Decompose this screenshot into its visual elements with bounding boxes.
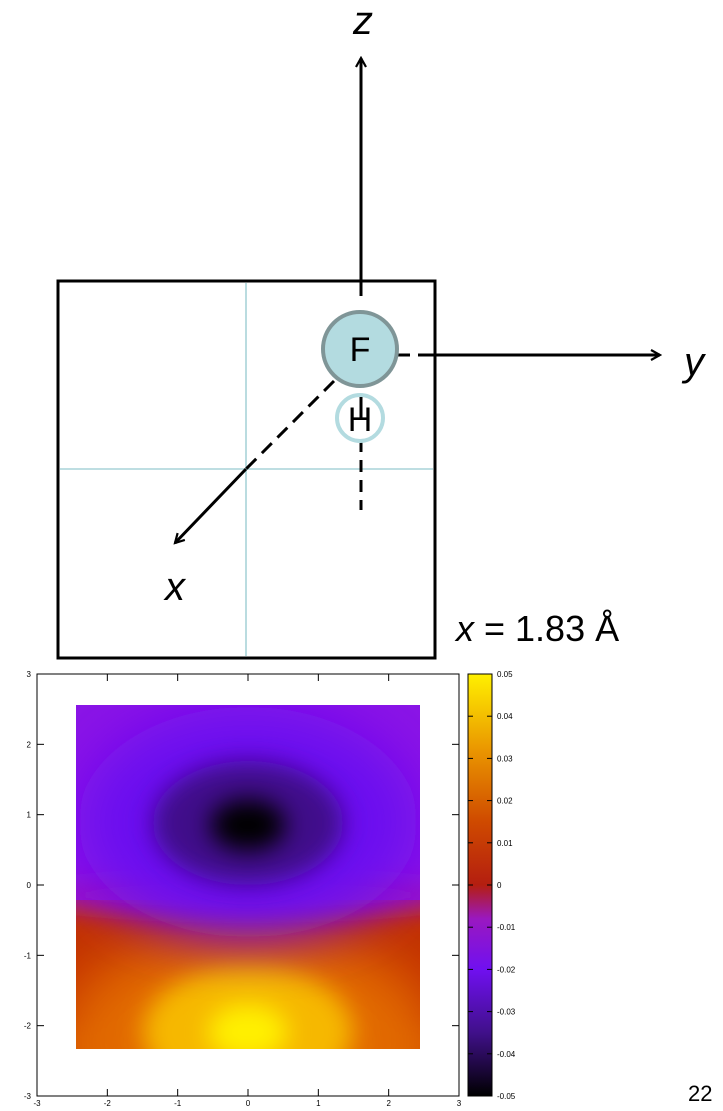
caption-value: = 1.83 Å <box>474 608 619 649</box>
colorbar-tick-label: -0.01 <box>497 923 516 932</box>
colorbar-tick-label: 0 <box>497 881 502 890</box>
x-tick-label: 1 <box>316 1099 321 1108</box>
colorbar-ticks: 0.05 0.04 0.03 0.02 0.01 0 -0.01 -0.02 -0.03 -0.0… <box>468 670 516 1101</box>
page-number: 22 <box>688 1081 712 1106</box>
position-caption: x = 1.83 Å <box>454 608 619 649</box>
y-ticks: -3 -2 -1 0 1 2 3 <box>24 670 459 1101</box>
x-tick-label: 0 <box>246 1099 251 1108</box>
colorbar-tick-label: -0.02 <box>497 965 516 974</box>
projection-square <box>56 279 437 660</box>
colorbar-tick-label: -0.03 <box>497 1008 516 1017</box>
x-ticks: -3 -2 -1 0 1 2 3 <box>33 674 462 1108</box>
caption-variable: x <box>454 608 476 649</box>
z-axis-label: z <box>352 0 373 43</box>
y-tick-label: 1 <box>27 811 32 820</box>
colorbar-tick-label: 0.02 <box>497 797 513 806</box>
y-tick-label: -1 <box>24 951 32 960</box>
y-tick-label: -3 <box>24 1092 32 1101</box>
fluorine-label: F <box>350 331 371 369</box>
colorbar-tick-label: 0.05 <box>497 670 513 679</box>
x-tick-label: -2 <box>104 1099 112 1108</box>
x-axis-label: x <box>163 565 187 609</box>
heatmap-image <box>76 705 420 1049</box>
x-axis-dashed-segment <box>244 379 336 471</box>
x-tick-label: 3 <box>457 1099 462 1108</box>
colorbar-tick-label: 0.01 <box>497 839 513 848</box>
y-tick-label: 2 <box>27 740 32 749</box>
fluorine-atom <box>321 310 399 388</box>
y-tick-label: -2 <box>24 1022 32 1031</box>
hydrogen-label: H <box>348 401 373 439</box>
x-tick-label: -1 <box>174 1099 182 1108</box>
colorbar-tick-label: -0.04 <box>497 1050 516 1059</box>
colorbar-tick-label: 0.04 <box>497 712 513 721</box>
y-tick-label: 3 <box>27 670 32 679</box>
y-axis-label: y <box>681 340 707 384</box>
x-axis-arrow <box>175 467 248 543</box>
colorbar-tick-label: 0.03 <box>497 754 513 763</box>
x-tick-label: -3 <box>33 1099 41 1108</box>
x-tick-label: 2 <box>386 1099 391 1108</box>
colorbar-tick-label: -0.05 <box>497 1092 516 1101</box>
y-tick-label: 0 <box>27 881 32 890</box>
molecule-schematic: F H z y x x = 1.83 Å <box>56 0 707 660</box>
